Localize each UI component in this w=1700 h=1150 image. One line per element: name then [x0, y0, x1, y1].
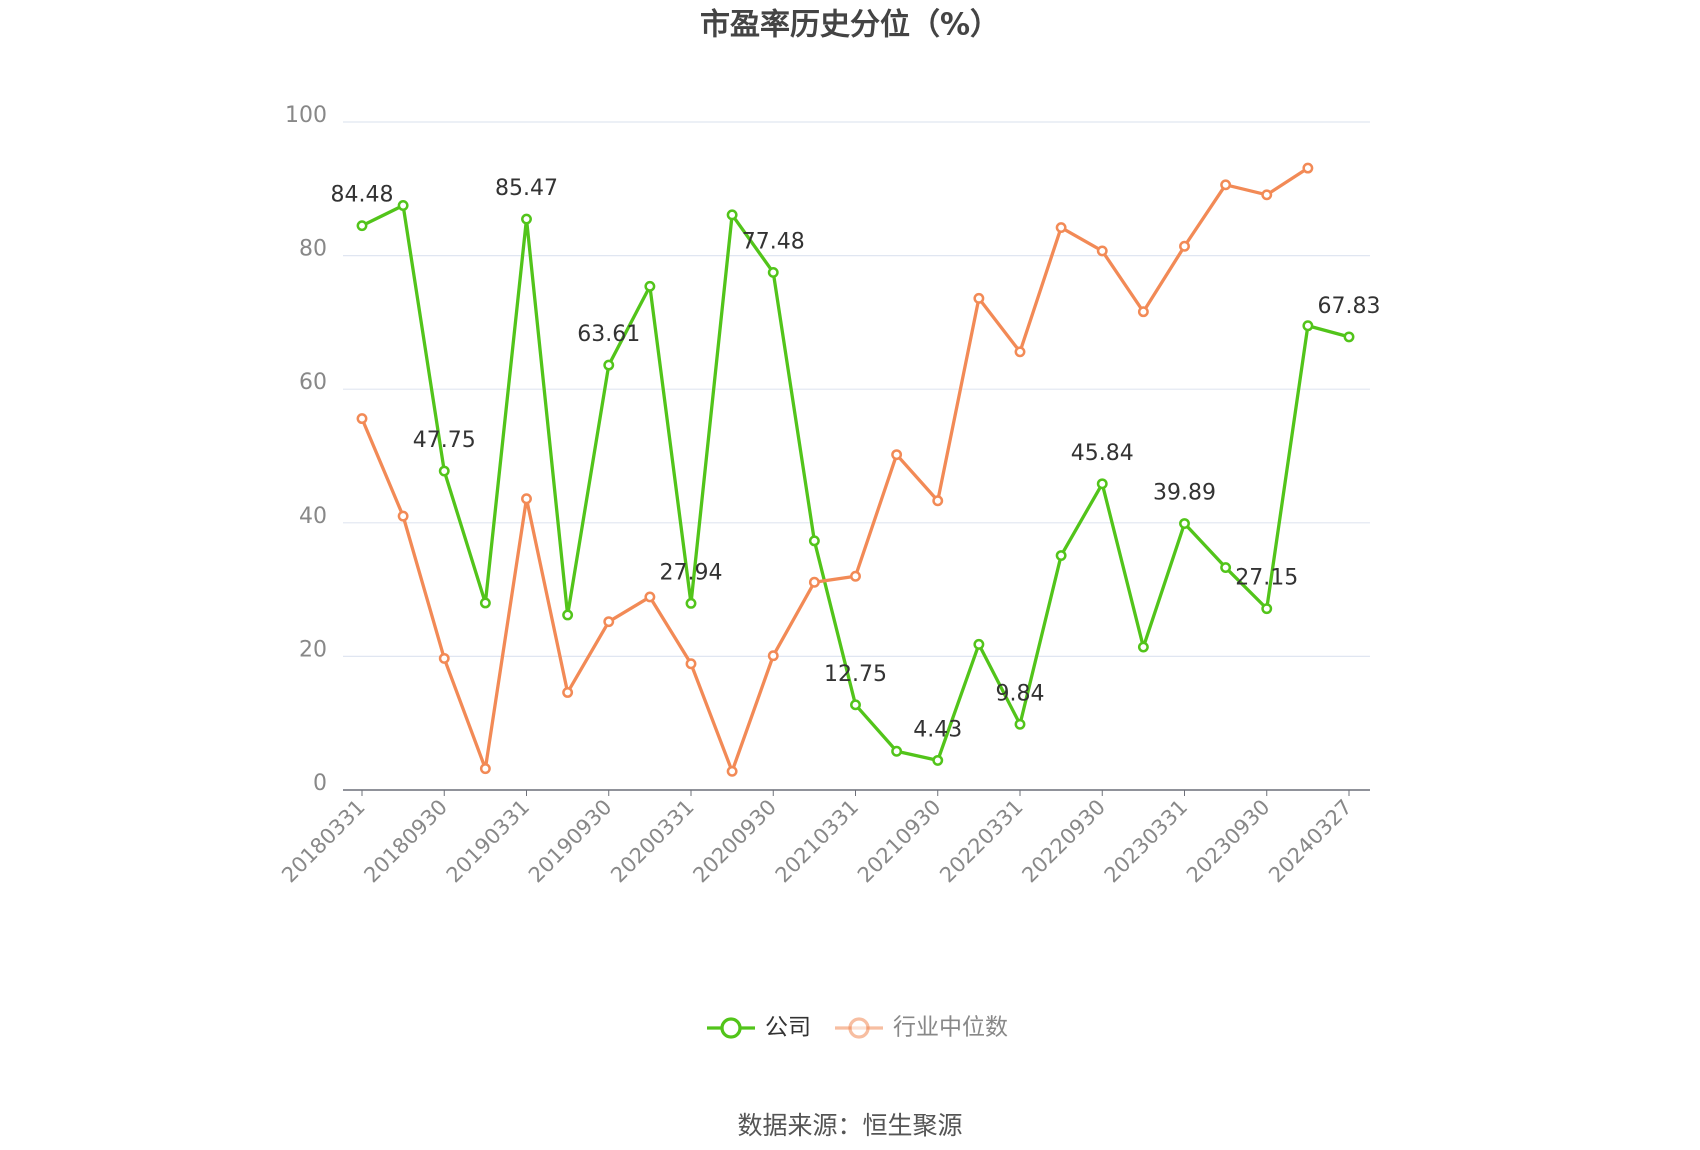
point [356, 413, 368, 425]
point [767, 266, 779, 278]
legend-label: 公司 [765, 1015, 811, 1041]
point [521, 493, 532, 505]
point [603, 616, 615, 628]
data-label: 67.83 [1318, 294, 1381, 319]
point [726, 209, 738, 221]
point [1096, 245, 1108, 257]
point [850, 699, 861, 711]
x-tick-label: 20230331 [1100, 795, 1193, 888]
y-tick-label: 20 [299, 637, 327, 662]
point [1055, 550, 1067, 561]
data-label: 63.61 [577, 322, 640, 347]
point [1014, 346, 1026, 358]
point [1014, 718, 1026, 730]
y-tick-label: 100 [285, 103, 327, 128]
point [932, 754, 944, 766]
chart-title: 市盈率历史分位（%） [700, 8, 1000, 43]
data-label: 27.94 [660, 560, 723, 585]
point [891, 449, 903, 461]
point [1261, 603, 1273, 615]
point [397, 200, 409, 211]
x-tick-label: 20200930 [688, 795, 781, 888]
point [1096, 478, 1108, 490]
point [685, 597, 697, 609]
point [808, 535, 820, 547]
data-label: 77.48 [742, 229, 805, 254]
point [1137, 306, 1149, 318]
x-tick-label: 20180930 [359, 795, 452, 888]
data-label: 47.75 [413, 428, 476, 453]
point [932, 495, 944, 507]
data-label: 84.48 [331, 183, 394, 208]
point [356, 220, 368, 232]
point [562, 687, 574, 698]
point [644, 591, 656, 603]
x-tick-label: 20190331 [442, 795, 535, 888]
x-tick-label: 20240327 [1264, 795, 1357, 888]
data-label: 4.43 [913, 717, 962, 742]
x-tick-label: 20190930 [524, 795, 617, 888]
point [685, 658, 697, 670]
point [1179, 240, 1190, 252]
point [726, 765, 738, 777]
point [603, 359, 615, 371]
x-tick-label: 20210331 [771, 795, 864, 888]
point [479, 763, 491, 775]
point [1343, 331, 1355, 343]
y-tick-label: 40 [299, 504, 327, 529]
x-tick-label: 20180331 [277, 795, 370, 888]
legend-label: 行业中位数 [893, 1015, 1008, 1041]
data-label: 39.89 [1153, 481, 1216, 506]
point [562, 609, 574, 621]
point [1137, 641, 1149, 653]
data-label: 9.84 [996, 681, 1045, 706]
x-tick-label: 20210930 [853, 795, 946, 888]
x-tick-label: 20230930 [1182, 795, 1275, 888]
data-label: 85.47 [495, 176, 558, 201]
point [767, 650, 779, 662]
data-label: 27.15 [1235, 566, 1298, 591]
point [891, 745, 903, 757]
point [521, 213, 532, 225]
point [973, 292, 985, 304]
point [1302, 320, 1314, 332]
point [479, 597, 491, 609]
point [438, 465, 450, 477]
data-label: 45.84 [1071, 441, 1134, 466]
point [1220, 562, 1232, 574]
y-tick-label: 60 [299, 370, 327, 395]
y-tick-label: 80 [299, 237, 327, 262]
x-tick-label: 20220930 [1017, 795, 1110, 888]
source: 数据来源：恒生聚源 [737, 1111, 962, 1140]
series-line [360, 166, 1309, 773]
legend-marker [848, 1017, 870, 1039]
y-tick-label: 0 [313, 771, 327, 796]
point [644, 280, 656, 292]
x-tick-label: 20220331 [935, 795, 1028, 888]
legend-marker [720, 1017, 742, 1039]
point [1302, 162, 1314, 174]
point [1179, 518, 1190, 529]
data-label: 12.75 [824, 662, 887, 687]
point [1055, 222, 1067, 233]
point [1220, 179, 1232, 191]
point [973, 638, 985, 650]
point [397, 510, 409, 522]
point [808, 576, 820, 588]
point [1261, 189, 1273, 201]
point [438, 652, 450, 664]
point [850, 570, 861, 582]
x-tick-label: 20200331 [606, 795, 699, 888]
